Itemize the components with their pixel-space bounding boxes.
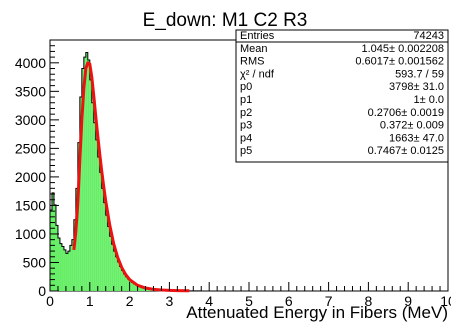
stats-label: p1 (240, 94, 252, 106)
histogram-bin (66, 253, 68, 291)
x-axis-label: Attenuated Energy in Fibers (MeV) (186, 303, 448, 322)
stats-value: 1.045± 0.002208 (362, 43, 445, 55)
histogram-bin (102, 188, 104, 291)
histogram-bin (92, 103, 94, 291)
y-tick-label: 2500 (15, 140, 46, 156)
y-tick-label: 0 (38, 283, 46, 299)
stats-value: 1663± 47.0 (389, 132, 444, 144)
histogram-bin (58, 238, 60, 291)
stats-label: p3 (240, 120, 252, 132)
stats-label: p4 (240, 132, 252, 144)
stats-label: χ² / ndf (240, 68, 275, 80)
x-tick-label: 3 (166, 293, 174, 309)
chart-title: E_down: M1 C2 R3 (143, 10, 308, 31)
y-tick-label: 4000 (15, 55, 46, 71)
stats-value: 0.372± 0.009 (380, 120, 444, 132)
y-tick-label: 500 (23, 254, 47, 270)
histogram-bin (94, 123, 96, 291)
stats-label: Mean (240, 43, 268, 55)
histogram-bin (100, 172, 102, 291)
histogram-bin (88, 60, 90, 291)
histogram-bin (104, 203, 106, 291)
stats-value: 0.2706± 0.0019 (368, 107, 444, 119)
histogram-bin (70, 245, 72, 291)
y-tick-label: 1500 (15, 197, 46, 213)
y-tick-label: 3000 (15, 112, 46, 128)
y-tick-label: 1000 (15, 226, 46, 242)
x-tick-label: 2 (126, 293, 134, 309)
stats-value: 3798± 31.0 (389, 81, 444, 93)
stats-box: Entries 74243 Mean 1.045± 0.002208 RMS 0.6017… (236, 30, 448, 162)
y-tick-label: 2000 (15, 169, 46, 185)
y-tick-label: 3500 (15, 83, 46, 99)
histogram-bin (62, 247, 64, 291)
stats-value: 0.6017± 0.001562 (355, 56, 444, 68)
stats-label: Entries (240, 30, 275, 42)
x-tick-label: 1 (86, 293, 94, 309)
stats-label: p0 (240, 81, 252, 93)
histogram-bin (90, 80, 92, 291)
histogram-bin (68, 251, 70, 291)
histogram-bin (96, 140, 98, 291)
histogram-layer (50, 53, 209, 291)
x-tick-label: 0 (46, 293, 54, 309)
stats-label: p2 (240, 107, 252, 119)
histogram-bin (64, 250, 66, 291)
stats-value: 1± 0.0 (413, 94, 444, 106)
stats-label: p5 (240, 145, 252, 157)
stats-value: 0.7467± 0.0125 (368, 145, 444, 157)
stats-label: RMS (240, 56, 264, 68)
stats-value: 593.7 / 59 (395, 68, 444, 80)
stats-value: 74243 (413, 30, 444, 42)
histogram-bin (60, 244, 62, 291)
histogram-bin (98, 157, 100, 291)
histogram-bin (86, 53, 88, 291)
